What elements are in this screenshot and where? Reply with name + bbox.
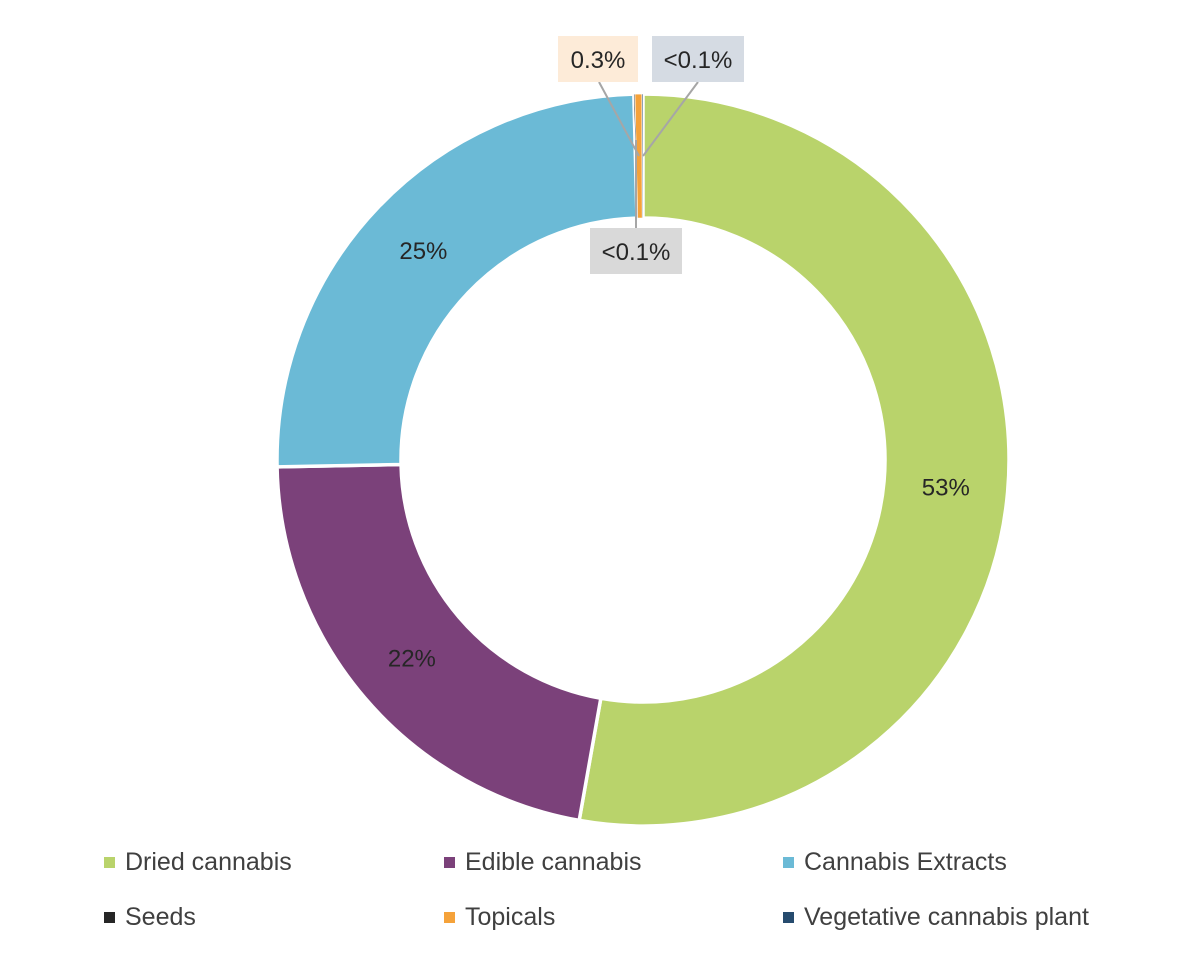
- data-label-box: [558, 36, 638, 82]
- slice-cannabis-extracts: [275, 92, 639, 469]
- slice-dried-cannabis: [577, 92, 1011, 828]
- data-label: 25%: [399, 238, 447, 265]
- leader-line: [598, 81, 640, 157]
- data-label: 53%: [922, 475, 970, 502]
- data-label-box: [590, 228, 682, 274]
- data-label: 0.3%: [571, 47, 626, 74]
- slice-vegetative-cannabis-plant: [641, 93, 644, 219]
- data-label: <0.1%: [602, 239, 671, 266]
- leader-line: [642, 81, 699, 157]
- data-label-box: [652, 36, 744, 82]
- slice-edible-cannabis: [275, 462, 603, 823]
- data-label: 22%: [388, 646, 436, 673]
- data-label: <0.1%: [664, 47, 733, 74]
